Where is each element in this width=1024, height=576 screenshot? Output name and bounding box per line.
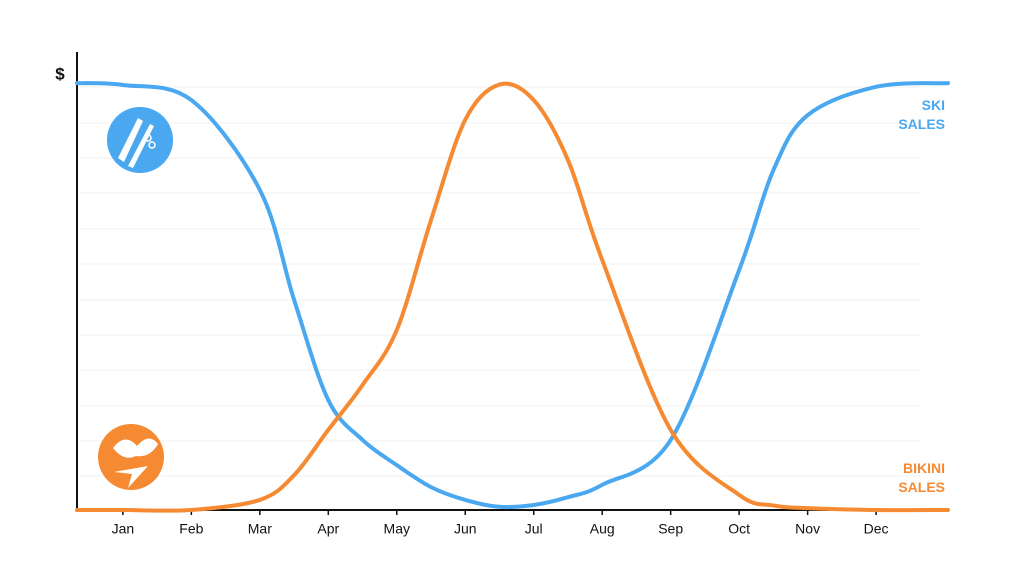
ski-icon — [107, 107, 173, 173]
x-tick-label: Mar — [248, 521, 272, 537]
line — [75, 81, 950, 513]
bikini-icon — [98, 424, 164, 490]
x-tick-label: Jun — [454, 521, 477, 537]
grid — [80, 86, 920, 477]
x-tick-label: Sep — [658, 521, 683, 537]
x-tick-label: Dec — [864, 521, 889, 537]
line — [75, 81, 950, 510]
x-tick-label: Feb — [179, 521, 203, 537]
x-tick-label: Aug — [590, 521, 615, 537]
x-tick-label: Jul — [525, 521, 543, 537]
ski-label: SKI SALES — [898, 97, 945, 132]
x-tick-label: Apr — [317, 521, 339, 537]
x-tick-label: Nov — [795, 521, 820, 537]
bikini-label: BIKINI SALES — [898, 460, 945, 495]
x-tick-label: Oct — [728, 521, 750, 537]
y-axis-label: $ — [55, 64, 65, 83]
x-tick-label: Jan — [112, 521, 135, 537]
x-tick-label: May — [384, 521, 410, 537]
